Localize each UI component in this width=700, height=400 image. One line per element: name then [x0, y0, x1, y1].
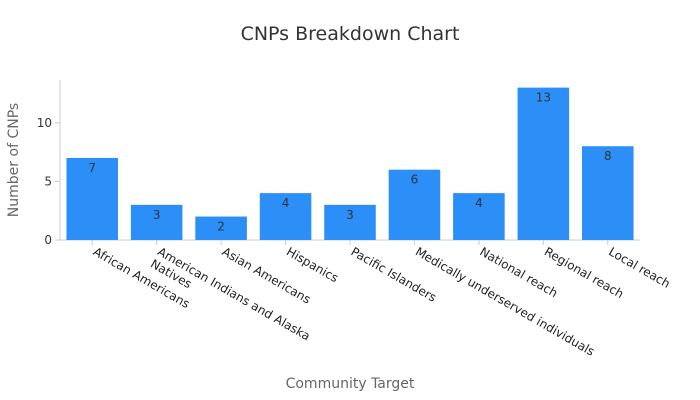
bar-value-label: 3	[346, 208, 354, 222]
y-axis-label: Number of CNPs	[6, 103, 22, 217]
bar	[195, 216, 247, 240]
bar	[517, 87, 570, 240]
y-tick-label: 5	[44, 174, 52, 188]
x-tick-label: Hispanics	[284, 244, 341, 285]
bar-value-label: 3	[153, 208, 161, 222]
bar	[130, 204, 183, 240]
bar	[388, 169, 441, 240]
bar-value-label: 4	[475, 196, 483, 210]
x-axis-label: Community Target	[286, 376, 415, 392]
bar	[66, 157, 118, 240]
bar	[582, 146, 634, 240]
y-tick-label: 10	[37, 116, 52, 130]
bar	[259, 193, 312, 240]
bar-value-label: 8	[604, 149, 612, 163]
bar-value-label: 7	[88, 161, 96, 175]
bar	[324, 204, 376, 240]
bar-value-label: 6	[411, 173, 419, 187]
x-tick-label-line: Hispanics	[284, 244, 341, 285]
y-tick-label: 0	[44, 233, 52, 247]
bar-value-label: 13	[536, 91, 551, 105]
bar-value-label: 4	[282, 196, 290, 210]
bar-value-label: 2	[217, 220, 225, 234]
chart-title: CNPs Breakdown Chart	[241, 23, 460, 45]
bar	[453, 193, 505, 240]
